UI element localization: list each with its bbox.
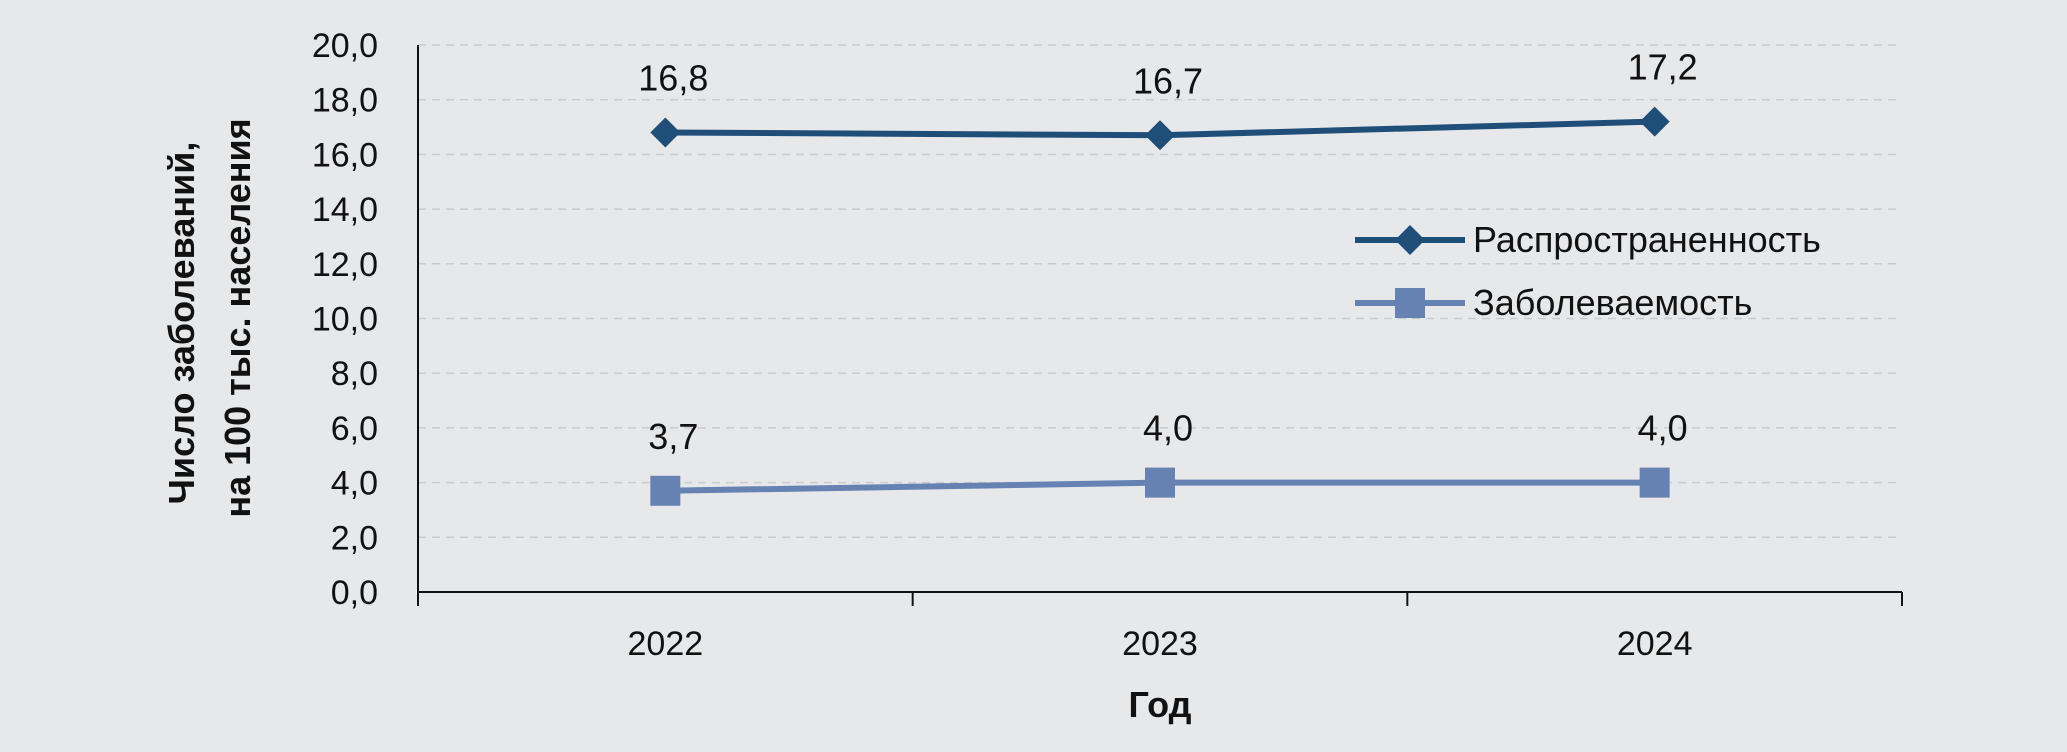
y-axis-title: Число заболеваний, на 100 тыс. населения (161, 118, 258, 517)
legend-marker (1395, 225, 1425, 255)
y-tick-label: 6,0 (331, 410, 378, 448)
x-tick-label: 2023 (1122, 625, 1198, 663)
data-label: 16,7 (1133, 60, 1203, 101)
series-1 (650, 106, 1670, 151)
legend-label: Заболеваемость (1473, 282, 1752, 323)
series (650, 106, 1670, 506)
data-label: 3,7 (648, 416, 698, 457)
data-label: 16,8 (638, 58, 708, 99)
data-point (1145, 467, 1175, 498)
data-point (650, 475, 681, 506)
y-tick-label: 12,0 (312, 246, 378, 284)
y-tick-label: 20,0 (312, 27, 378, 65)
x-tick-label: 2024 (1617, 625, 1693, 663)
series-2 (650, 467, 1670, 506)
data-point (1639, 106, 1670, 137)
data-label: 4,0 (1143, 408, 1193, 449)
x-tick-label: 2022 (628, 625, 704, 663)
data-point (1639, 467, 1670, 498)
y-tick-label: 4,0 (331, 465, 378, 503)
y-tick-label: 0,0 (331, 574, 378, 612)
data-labels: 16,8 16,7 17,2 3,7 4,0 4,0 (638, 47, 1697, 457)
x-axis-title: Год (1129, 684, 1192, 725)
legend-label: Распространенность (1473, 219, 1821, 260)
y-tick-label: 8,0 (331, 355, 378, 393)
y-tick-label: 2,0 (331, 519, 378, 557)
data-label: 4,0 (1638, 408, 1688, 449)
data-label: 17,2 (1628, 47, 1698, 88)
y-tick-label: 16,0 (312, 136, 378, 174)
y-tick-label: 14,0 (312, 191, 378, 229)
axes (417, 45, 1903, 606)
legend-item: Заболеваемость (1355, 282, 1752, 323)
y-tick-label: 10,0 (312, 301, 378, 339)
legend-marker (1395, 288, 1425, 318)
legend-item: Распространенность (1355, 219, 1821, 260)
data-point (650, 117, 681, 148)
tick-labels: 0,0 2,0 4,0 6,0 8,0 10,0 12,0 14,0 16,0 18,0 20,0 2… (312, 27, 1693, 663)
legend: Распространенность Заболеваемость (1355, 219, 1821, 323)
y-axis-title-line-1: Число заболеваний, (161, 142, 202, 505)
y-axis-title-line-2: на 100 тыс. населения (217, 118, 258, 517)
y-tick-label: 18,0 (312, 82, 378, 120)
data-point (1145, 120, 1175, 151)
